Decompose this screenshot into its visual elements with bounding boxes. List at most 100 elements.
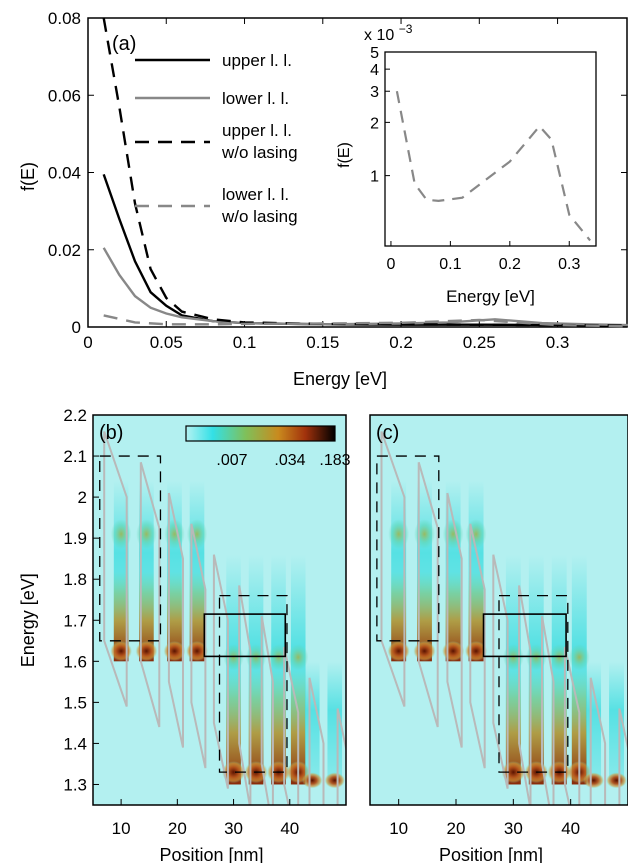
band-outline xyxy=(541,616,555,805)
band-outline xyxy=(336,708,346,805)
intensity-blob xyxy=(223,644,244,671)
legend-label: w/o lasing xyxy=(221,207,298,226)
intensity-blob xyxy=(388,519,410,550)
intensity-peak xyxy=(135,641,158,662)
intensity-blob xyxy=(414,519,435,550)
intensity-peak xyxy=(324,772,345,789)
inset-y-tick-label: 4 xyxy=(370,62,379,79)
x-axis-label: Energy [eV] xyxy=(293,369,387,389)
intensity-peak xyxy=(583,772,605,789)
y-tick-label: 1.9 xyxy=(63,529,87,548)
y-tick-label: 0.02 xyxy=(48,241,81,260)
band-outline xyxy=(469,523,486,769)
series-line xyxy=(103,314,628,328)
x-tick-label: 40 xyxy=(280,819,299,838)
panel-label: (c) xyxy=(376,422,399,444)
x-tick-label: 10 xyxy=(389,819,408,838)
band-outline xyxy=(103,431,128,707)
inset-y-axis-label: f(E) xyxy=(336,142,353,168)
y-axis-label: f(E) xyxy=(18,162,38,191)
intensity-stripe xyxy=(304,661,320,785)
intensity-peak xyxy=(110,641,133,662)
x-tick-label: 30 xyxy=(224,819,243,838)
x-tick-label: 40 xyxy=(561,819,580,838)
dashed-level-box xyxy=(376,455,440,642)
intensity-column xyxy=(528,669,544,785)
y-tick-label: 2 xyxy=(78,488,87,507)
x-tick-label: 0.2 xyxy=(389,333,413,352)
intensity-column xyxy=(113,571,129,662)
inset-scale-exponent: −3 xyxy=(399,22,413,36)
series-line xyxy=(102,17,628,327)
inset-x-tick-label: 0.1 xyxy=(439,256,461,273)
heatmap-frame xyxy=(92,414,347,806)
intensity-column xyxy=(167,571,182,662)
band-outline xyxy=(212,554,229,789)
band-outline xyxy=(518,585,532,805)
y-tick-label: 2.2 xyxy=(63,406,87,425)
intensity-column xyxy=(139,571,154,662)
panel-label: (b) xyxy=(99,422,123,444)
panel-c: 10 20 30 40 Position [nm] (c) xyxy=(369,414,628,863)
y-tick-label: 1.5 xyxy=(63,693,87,712)
intensity-column xyxy=(248,669,264,785)
inset-x-tick-label: 0.2 xyxy=(499,256,521,273)
band-outline xyxy=(589,677,607,805)
x-tick-label: 20 xyxy=(168,819,187,838)
x-tick-label: 0 xyxy=(83,333,92,352)
legend-label: lower l. l. xyxy=(222,89,289,108)
heatmap-frame xyxy=(369,414,628,806)
intensity-blob xyxy=(525,644,547,671)
band-outline xyxy=(380,431,406,707)
intensity-column xyxy=(391,571,407,662)
y-tick-label: 1.3 xyxy=(63,775,87,794)
intensity-column xyxy=(468,571,484,662)
band-outline xyxy=(308,677,325,805)
intensity-column xyxy=(271,669,286,785)
x-tick-label: 0.1 xyxy=(233,333,257,352)
inset-y-tick-label: 2 xyxy=(370,115,379,132)
inset-y-tick-label: 1 xyxy=(370,169,379,186)
colorbar-label: .007 xyxy=(216,452,247,469)
band-outline xyxy=(563,646,581,805)
x-tick-label: 0.3 xyxy=(546,333,570,352)
active-region-box xyxy=(482,613,567,658)
intensity-blob xyxy=(136,519,157,550)
panel-label: (a) xyxy=(112,33,136,55)
intensity-column xyxy=(505,669,521,785)
intensity-blob xyxy=(568,644,590,671)
x-tick-label: 20 xyxy=(447,819,466,838)
dashed-level-box xyxy=(218,594,288,773)
intensity-peak xyxy=(387,641,410,662)
band-outline xyxy=(417,461,439,728)
x-tick-label: 0.25 xyxy=(463,333,496,352)
colorbar xyxy=(185,425,336,442)
inset-y-tick-label: 3 xyxy=(370,84,379,101)
y-tick-label: 1.8 xyxy=(63,570,87,589)
x-axis-label: Position [nm] xyxy=(439,845,543,863)
y-tick-label: 1.4 xyxy=(63,734,87,753)
band-outline xyxy=(618,708,628,805)
band-outline xyxy=(446,492,463,748)
band-outline xyxy=(260,616,274,805)
band-outline xyxy=(167,492,184,748)
y-tick-label: 0 xyxy=(72,318,81,337)
y-axis-label: Energy [eV] xyxy=(18,573,38,667)
y-tick-label: 0.08 xyxy=(48,9,81,28)
active-region-box xyxy=(203,613,287,658)
colorbar-label: .034 xyxy=(274,452,305,469)
legend-label: upper l. l. xyxy=(222,121,292,140)
x-tick-label: 10 xyxy=(112,819,131,838)
x-tick-label: 30 xyxy=(504,819,523,838)
band-outline xyxy=(139,461,161,728)
y-tick-label: 0.04 xyxy=(48,164,81,183)
x-tick-label: 0.15 xyxy=(306,333,339,352)
intensity-blob xyxy=(465,519,487,550)
x-tick-label: 0.05 xyxy=(150,333,183,352)
legend-label: w/o lasing xyxy=(221,143,298,162)
colorbar-label: .183 xyxy=(319,452,350,469)
intensity-blob xyxy=(502,644,524,671)
dashed-level-box xyxy=(498,594,569,773)
y-tick-label: 2.1 xyxy=(63,447,87,466)
